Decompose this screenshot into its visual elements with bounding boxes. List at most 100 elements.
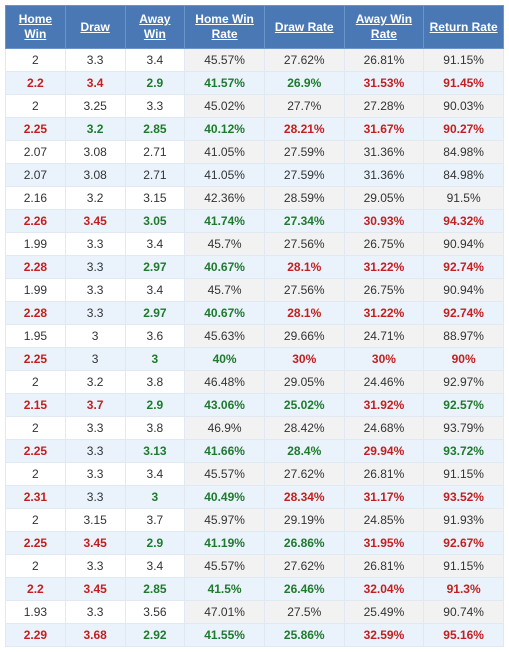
- table-cell: 2.29: [6, 624, 66, 647]
- table-cell: 91.15%: [424, 555, 504, 578]
- table-cell: 27.7%: [264, 95, 344, 118]
- table-row: 1.993.33.445.7%27.56%26.75%90.94%: [6, 279, 504, 302]
- table-cell: 93.72%: [424, 440, 504, 463]
- table-cell: 2.85: [125, 118, 185, 141]
- table-cell: 2.85: [125, 578, 185, 601]
- col-header-home-win[interactable]: Home Win: [6, 6, 66, 49]
- col-header-draw[interactable]: Draw: [65, 6, 125, 49]
- table-row: 2.163.23.1542.36%28.59%29.05%91.5%: [6, 187, 504, 210]
- col-header-away-win[interactable]: Away Win: [125, 6, 185, 49]
- table-cell: 3.45: [65, 210, 125, 233]
- table-cell: 46.48%: [185, 371, 265, 394]
- table-row: 2.263.453.0541.74%27.34%30.93%94.32%: [6, 210, 504, 233]
- table-cell: 3.3: [65, 49, 125, 72]
- table-row: 2.153.72.943.06%25.02%31.92%92.57%: [6, 394, 504, 417]
- table-cell: 3.4: [125, 279, 185, 302]
- table-cell: 27.56%: [264, 279, 344, 302]
- table-cell: 27.62%: [264, 463, 344, 486]
- table-cell: 3.25: [65, 95, 125, 118]
- table-cell: 41.5%: [185, 578, 265, 601]
- table-row: 1.993.33.445.7%27.56%26.75%90.94%: [6, 233, 504, 256]
- table-cell: 3.45: [65, 578, 125, 601]
- col-header-home-win-rate[interactable]: Home Win Rate: [185, 6, 265, 49]
- table-cell: 24.71%: [344, 325, 424, 348]
- table-cell: 2.2: [6, 578, 66, 601]
- table-cell: 3.8: [125, 371, 185, 394]
- table-cell: 31.92%: [344, 394, 424, 417]
- table-row: 23.33.846.9%28.42%24.68%93.79%: [6, 417, 504, 440]
- table-cell: 26.86%: [264, 532, 344, 555]
- table-cell: 28.34%: [264, 486, 344, 509]
- table-cell: 2.26: [6, 210, 66, 233]
- table-cell: 91.15%: [424, 49, 504, 72]
- table-cell: 2.16: [6, 187, 66, 210]
- table-body: 23.33.445.57%27.62%26.81%91.15%2.23.42.9…: [6, 49, 504, 647]
- table-cell: 3: [65, 348, 125, 371]
- table-cell: 31.17%: [344, 486, 424, 509]
- table-cell: 84.98%: [424, 141, 504, 164]
- table-cell: 3.4: [125, 233, 185, 256]
- table-cell: 2: [6, 371, 66, 394]
- table-cell: 27.28%: [344, 95, 424, 118]
- table-cell: 2.25: [6, 348, 66, 371]
- table-cell: 32.04%: [344, 578, 424, 601]
- table-cell: 2.25: [6, 532, 66, 555]
- table-cell: 92.57%: [424, 394, 504, 417]
- table-cell: 1.99: [6, 233, 66, 256]
- table-row: 2.253.33.1341.66%28.4%29.94%93.72%: [6, 440, 504, 463]
- table-cell: 2.07: [6, 141, 66, 164]
- table-cell: 40.67%: [185, 256, 265, 279]
- table-cell: 3.3: [65, 256, 125, 279]
- table-cell: 2.28: [6, 256, 66, 279]
- table-row: 2.253340%30%30%90%: [6, 348, 504, 371]
- col-header-away-win-rate[interactable]: Away Win Rate: [344, 6, 424, 49]
- table-cell: 41.74%: [185, 210, 265, 233]
- table-row: 1.933.33.5647.01%27.5%25.49%90.74%: [6, 601, 504, 624]
- table-cell: 84.98%: [424, 164, 504, 187]
- table-row: 1.9533.645.63%29.66%24.71%88.97%: [6, 325, 504, 348]
- table-cell: 26.81%: [344, 49, 424, 72]
- table-cell: 41.55%: [185, 624, 265, 647]
- table-row: 2.23.42.941.57%26.9%31.53%91.45%: [6, 72, 504, 95]
- table-row: 23.253.345.02%27.7%27.28%90.03%: [6, 95, 504, 118]
- table-cell: 3.08: [65, 141, 125, 164]
- table-cell: 2.97: [125, 256, 185, 279]
- table-cell: 92.74%: [424, 302, 504, 325]
- table-cell: 88.97%: [424, 325, 504, 348]
- table-row: 23.23.846.48%29.05%24.46%92.97%: [6, 371, 504, 394]
- table-cell: 3.3: [65, 302, 125, 325]
- table-cell: 27.62%: [264, 555, 344, 578]
- table-cell: 41.05%: [185, 141, 265, 164]
- table-cell: 45.97%: [185, 509, 265, 532]
- table-cell: 27.59%: [264, 164, 344, 187]
- table-cell: 29.19%: [264, 509, 344, 532]
- table-cell: 3.3: [65, 279, 125, 302]
- table-cell: 31.36%: [344, 164, 424, 187]
- table-cell: 41.05%: [185, 164, 265, 187]
- table-cell: 3.3: [125, 95, 185, 118]
- table-cell: 3.4: [125, 555, 185, 578]
- table-cell: 3.4: [65, 72, 125, 95]
- table-cell: 90.94%: [424, 279, 504, 302]
- table-cell: 41.66%: [185, 440, 265, 463]
- table-row: 2.283.32.9740.67%28.1%31.22%92.74%: [6, 302, 504, 325]
- table-cell: 2.97: [125, 302, 185, 325]
- table-cell: 31.22%: [344, 302, 424, 325]
- col-header-draw-rate[interactable]: Draw Rate: [264, 6, 344, 49]
- table-cell: 3.3: [65, 417, 125, 440]
- table-cell: 26.9%: [264, 72, 344, 95]
- table-cell: 29.94%: [344, 440, 424, 463]
- table-cell: 29.05%: [264, 371, 344, 394]
- table-cell: 91.93%: [424, 509, 504, 532]
- col-header-return-rate[interactable]: Return Rate: [424, 6, 504, 49]
- table-cell: 31.67%: [344, 118, 424, 141]
- table-cell: 2.31: [6, 486, 66, 509]
- table-cell: 42.36%: [185, 187, 265, 210]
- table-row: 2.23.452.8541.5%26.46%32.04%91.3%: [6, 578, 504, 601]
- table-cell: 28.4%: [264, 440, 344, 463]
- table-cell: 2.92: [125, 624, 185, 647]
- table-cell: 24.85%: [344, 509, 424, 532]
- table-cell: 27.5%: [264, 601, 344, 624]
- table-cell: 95.16%: [424, 624, 504, 647]
- table-cell: 3.4: [125, 49, 185, 72]
